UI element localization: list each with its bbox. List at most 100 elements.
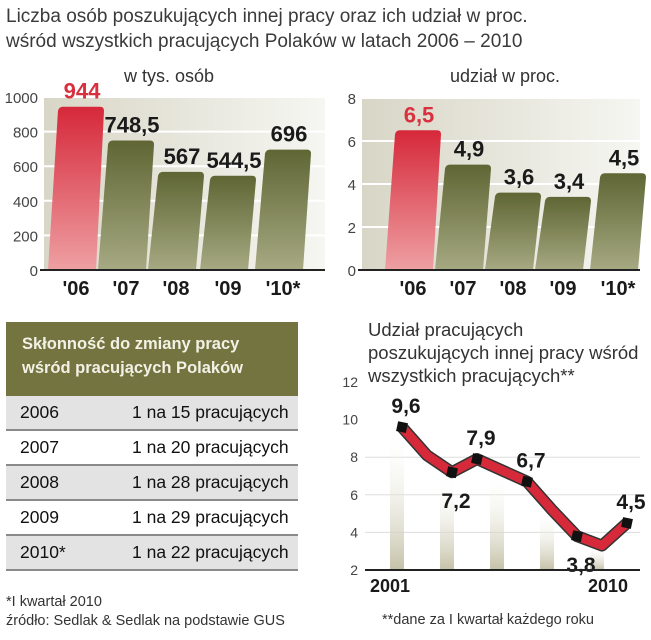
percent-value-label: 6,5 (404, 102, 435, 127)
people-xtick-label: '08 (162, 278, 189, 300)
percent-ytick-label: 8 (348, 91, 356, 108)
line-ytick-label: 6 (350, 487, 358, 503)
line-point-label: 7,2 (441, 490, 470, 513)
percent-xtick-label: '10* (601, 278, 636, 300)
percent-bar (485, 192, 541, 270)
people-xtick-label: '07 (112, 278, 139, 300)
percent-bar (535, 196, 591, 270)
bar-chart-2-title: udział w proc. (450, 66, 561, 86)
table-row: 2008 1 na 28 pracujących (6, 466, 298, 501)
people-bar (148, 171, 204, 270)
table-cell-value: 1 na 29 pracujących (132, 507, 289, 527)
people-bar (200, 175, 256, 270)
line-xtick-label: 2010 (588, 576, 628, 596)
infographic-title: Liczba osób poszukujących innej pracy or… (6, 4, 528, 54)
table-cell-year: 2009 (20, 507, 59, 527)
table-header-line-2: wśród pracujących Polaków (22, 359, 243, 377)
table-header-line-1: Skłonność do zmiany pracy (22, 335, 240, 353)
percent-value-label: 3,6 (504, 165, 535, 190)
percent-ytick-label: 2 (348, 220, 356, 237)
line-point-marker (471, 453, 483, 466)
table-cell-year: 2008 (20, 472, 59, 492)
line-background-stripe (390, 427, 404, 570)
people-ytick-label: 0 (30, 263, 38, 280)
table-header: Skłonność do zmiany pracy wśród pracując… (6, 322, 298, 396)
line-ytick-label: 2 (350, 562, 358, 578)
line-point-marker (446, 466, 458, 479)
line-point-marker (396, 421, 408, 434)
people-xtick-label: '09 (214, 278, 241, 300)
line-point-label: 6,7 (516, 450, 545, 473)
percent-ytick-label: 6 (348, 134, 356, 151)
percent-value-label: 4,5 (609, 145, 640, 170)
line-series-outline (397, 423, 632, 552)
people-ytick-label: 600 (13, 159, 38, 176)
table-cell-value: 1 na 20 pracujących (132, 437, 289, 457)
line-ytick-label: 4 (350, 524, 358, 540)
line-background-stripe (440, 472, 454, 570)
line-point-label: 3,8 (566, 554, 596, 577)
title-line-2: wśród wszystkich pracujących Polaków w l… (6, 31, 523, 52)
percent-xtick-label: '07 (449, 278, 476, 300)
table-row: 2009 1 na 29 pracujących (6, 501, 298, 536)
people-bar (255, 149, 311, 270)
people-xtick-label: '06 (62, 278, 89, 300)
footnote-source: źródło: Sedlak & Sedlak na podstawie GUS (6, 613, 285, 629)
percent-ytick-label: 0 (348, 263, 356, 280)
line-xtick-label: 2001 (370, 576, 410, 596)
percent-bar (590, 173, 646, 270)
people-value-label: 944 (64, 79, 101, 104)
percent-ytick-label: 4 (348, 177, 356, 194)
percent-xtick-label: '09 (549, 278, 576, 300)
people-ytick-label: 400 (13, 194, 38, 211)
line-chart-footnote: **dane za I kwartał każdego roku (382, 612, 594, 628)
people-ytick-label: 1000 (5, 90, 38, 107)
bar-chart-1-title: w tys. osób (124, 66, 215, 86)
line-point-label: 9,6 (391, 395, 420, 418)
line-background-stripe (540, 509, 554, 570)
table-cell-value: 1 na 15 pracujących (132, 402, 289, 422)
title-line-1: Liczba osób poszukujących innej pracy or… (6, 6, 528, 27)
table-cell-year: 2006 (20, 402, 59, 422)
line-point-marker (621, 517, 633, 529)
percent-xtick-label: '06 (399, 278, 426, 300)
people-value-label: 748,5 (104, 113, 159, 138)
table-row: 2007 1 na 20 pracujących (6, 431, 298, 466)
line-chart-title: Udział pracujących poszukujących innej p… (368, 319, 639, 386)
people-ytick-label: 800 (13, 125, 38, 142)
table-cell-value: 1 na 22 pracujących (132, 542, 289, 562)
people-xtick-label: '10* (266, 278, 301, 300)
line-point-marker (571, 530, 583, 543)
line-ytick-label: 8 (350, 449, 358, 465)
line-point-label: 4,5 (616, 491, 646, 514)
percent-bar (385, 130, 441, 270)
people-bar (98, 140, 154, 270)
propensity-table: Skłonność do zmiany pracy wśród pracując… (6, 322, 298, 571)
line-background-stripe (590, 545, 604, 570)
percent-bar (435, 164, 491, 270)
table-cell-year: 2010* (20, 542, 66, 562)
people-bar (48, 106, 104, 270)
table-row: 2006 1 na 15 pracujących (6, 396, 298, 431)
percent-value-label: 3,4 (554, 169, 585, 194)
table-cell-value: 1 na 28 pracujących (132, 472, 289, 492)
line-point-label: 7,9 (466, 427, 495, 450)
people-value-label: 544,5 (206, 148, 261, 173)
line-ytick-label: 12 (342, 374, 358, 390)
line-series (398, 424, 631, 551)
people-value-label: 696 (271, 122, 308, 147)
line-point-marker (521, 475, 533, 488)
percent-xtick-label: '08 (499, 278, 526, 300)
footnote-q1: *I kwartał 2010 (6, 594, 102, 610)
line-background-stripe (490, 470, 504, 570)
table-cell-year: 2007 (20, 437, 59, 457)
people-ytick-label: 200 (13, 228, 38, 245)
table-row: 2010* 1 na 22 pracujących (6, 536, 298, 571)
people-value-label: 567 (164, 144, 201, 169)
line-ytick-label: 10 (342, 412, 358, 428)
percent-value-label: 4,9 (454, 137, 485, 162)
